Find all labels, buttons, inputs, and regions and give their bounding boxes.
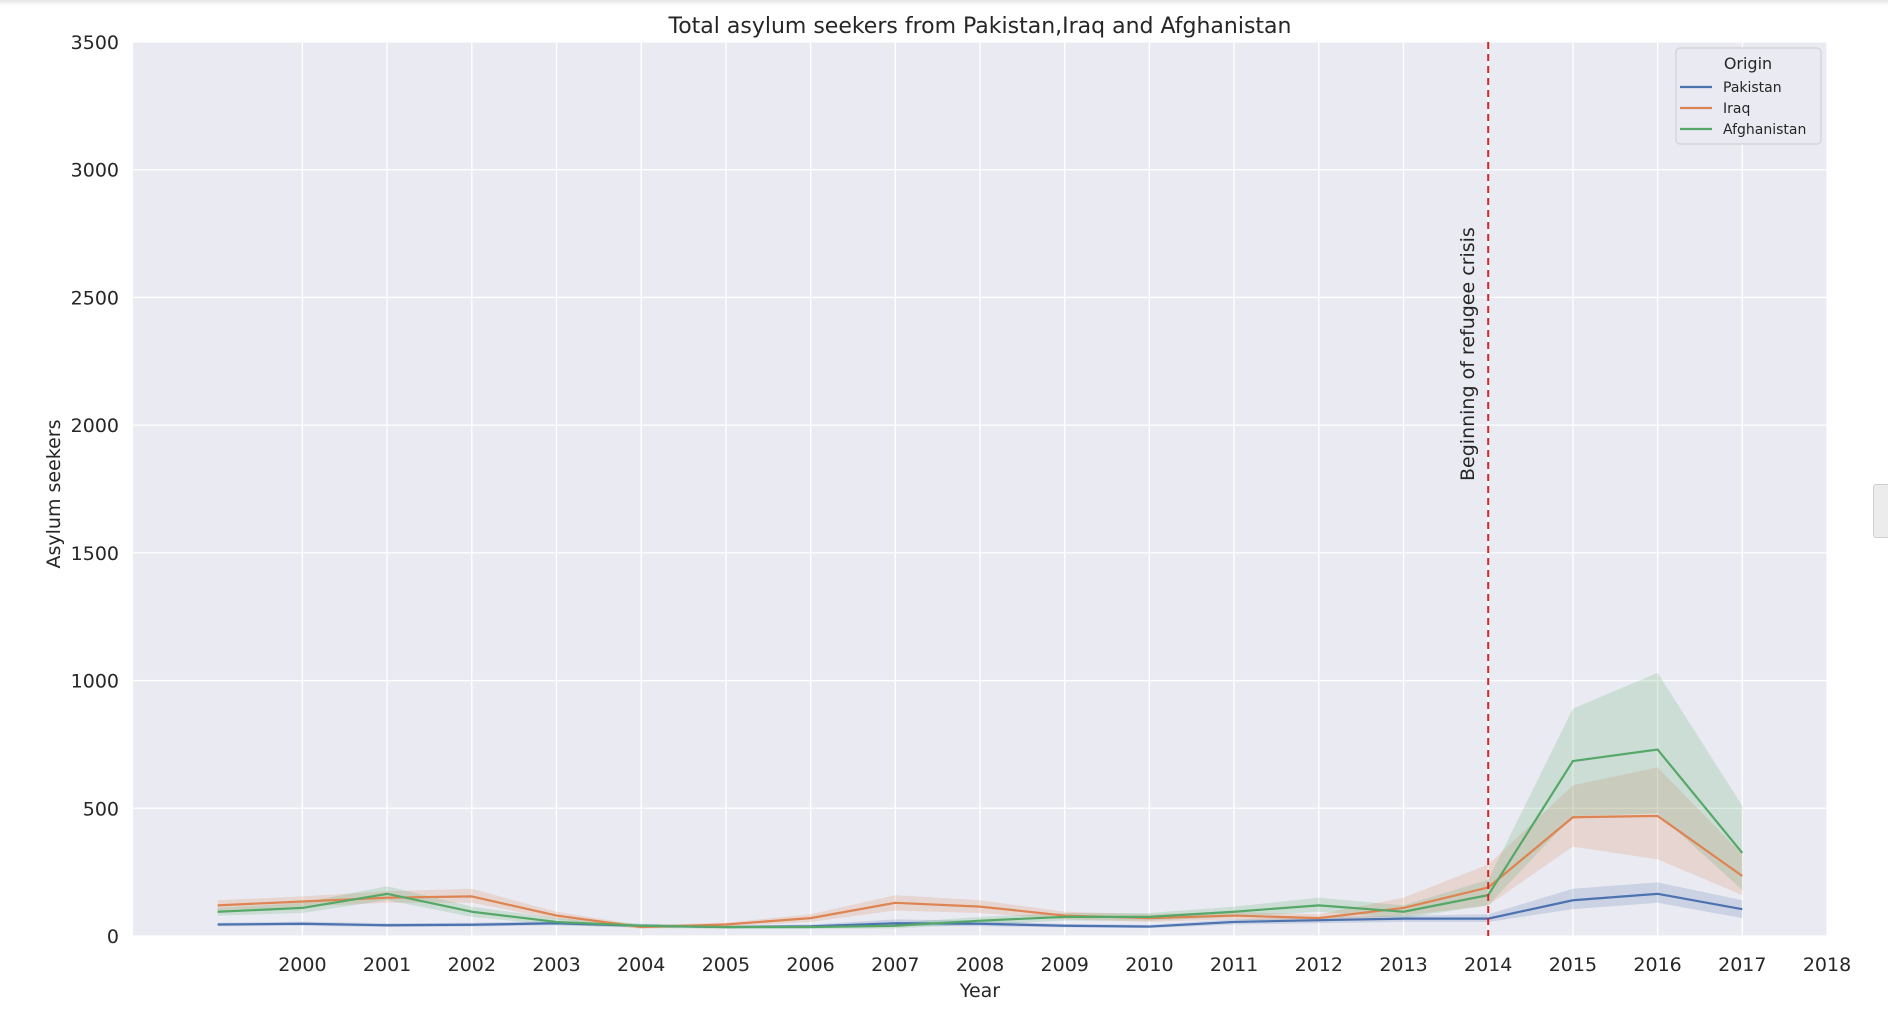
x-tick-label: 2006	[786, 954, 834, 976]
legend-label-pakistan: Pakistan	[1723, 80, 1782, 96]
y-axis-label: Asylum seekers	[43, 419, 65, 568]
grid-lines	[133, 41, 1828, 937]
y-tick-label: 3000	[71, 160, 119, 182]
x-tick-label: 2004	[617, 954, 665, 976]
legend-title: Origin	[1724, 54, 1772, 73]
x-tick-label: 2000	[278, 954, 326, 976]
x-tick-label: 2008	[956, 954, 1004, 976]
x-axis-label: Year	[959, 980, 1000, 1002]
y-tick-label: 0	[107, 926, 119, 948]
x-tick-label: 2018	[1803, 954, 1851, 976]
y-tick-label: 2000	[71, 415, 119, 437]
x-tick-label: 2007	[871, 954, 919, 976]
x-tick-label: 2002	[448, 954, 496, 976]
x-tick-label: 2013	[1379, 954, 1427, 976]
legend-label-afghanistan: Afghanistan	[1723, 122, 1806, 138]
window-top-bar	[0, 0, 1888, 6]
y-tick-label: 2500	[71, 287, 119, 309]
x-tick-label: 2001	[363, 954, 411, 976]
y-tick-label: 1000	[71, 671, 119, 693]
legend-box	[1675, 47, 1822, 145]
x-tick-label: 2016	[1633, 954, 1681, 976]
chart-title: Total asylum seekers from Pakistan,Iraq …	[668, 14, 1292, 39]
x-tick-label: 2010	[1125, 954, 1173, 976]
x-tick-label: 2012	[1295, 954, 1343, 976]
x-tick-label: 2009	[1041, 954, 1089, 976]
x-tick-label: 2003	[532, 954, 580, 976]
pakistan-confidence-band	[217, 882, 1743, 929]
confidence-bands	[217, 672, 1743, 929]
y-tick-label: 1500	[71, 543, 119, 565]
x-tick-label: 2014	[1464, 954, 1512, 976]
y-tick-label: 3500	[71, 32, 119, 54]
y-axis-ticks: 0 500 1000 1500 2000 2500 3000 3500	[71, 32, 119, 948]
y-tick-label: 500	[83, 798, 119, 820]
legend-label-iraq: Iraq	[1723, 101, 1750, 117]
iraq-confidence-band	[217, 767, 1743, 929]
side-panel-handle[interactable]	[1873, 484, 1888, 538]
x-axis-ticks: 2000 2001 2002 2003 2004 2005 2006 2007 2008 2009…	[278, 954, 1851, 976]
x-tick-label: 2011	[1210, 954, 1258, 976]
x-tick-label: 2015	[1549, 954, 1597, 976]
legend: Origin Pakistan Iraq Afghanistan	[1675, 47, 1822, 145]
x-tick-label: 2017	[1718, 954, 1766, 976]
refugee-crisis-annotation: Beginning of refugee crisis	[1457, 227, 1479, 481]
x-tick-label: 2005	[702, 954, 750, 976]
legend-items: Pakistan Iraq Afghanistan	[1680, 80, 1806, 138]
